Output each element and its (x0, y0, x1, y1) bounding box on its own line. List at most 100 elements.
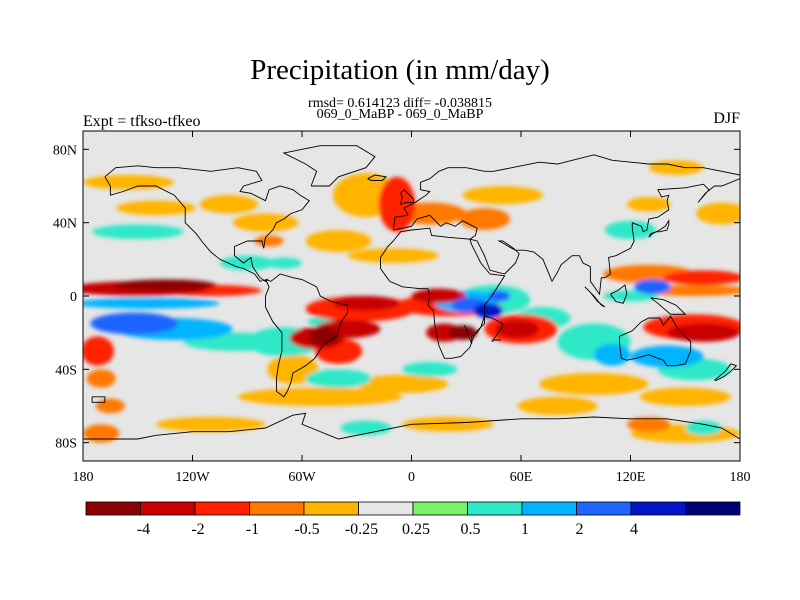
colorbar-label: 0.25 (402, 521, 430, 538)
colorbar-swatch (85, 501, 141, 516)
anomaly-region (95, 398, 125, 414)
anomaly-region (115, 200, 197, 216)
anomaly-region (305, 369, 372, 388)
anomaly-region (634, 279, 671, 295)
colorbar-label: 4 (630, 521, 638, 538)
anomaly-region (347, 248, 439, 263)
anomaly-region (462, 186, 543, 205)
colorbar-label: -4 (137, 521, 150, 538)
anomaly-region (626, 197, 671, 212)
anomaly-region (594, 343, 631, 366)
anomaly-region (473, 303, 503, 318)
colorbar-swatch (140, 501, 196, 516)
colorbar-swatch (467, 501, 523, 516)
anomaly-region (340, 420, 392, 436)
colorbar-swatch (249, 501, 305, 516)
anomaly-region (83, 297, 220, 309)
coastline (282, 145, 376, 187)
chart-stats-subtitle: rmsd= 0.614123 diff= -0.038815 (308, 96, 492, 111)
anomaly-region (696, 202, 740, 225)
coastline (619, 315, 692, 367)
x-tick-label: 120E (616, 470, 646, 485)
anomaly-region (402, 362, 458, 377)
anomaly-region (114, 279, 217, 291)
y-tick-label: 80S (55, 437, 77, 452)
x-tick-label: 120W (175, 470, 210, 485)
anomaly-region (83, 336, 115, 366)
coastline (367, 174, 387, 181)
anomaly-region (232, 213, 299, 232)
anomaly-region (238, 387, 403, 407)
anomaly-region (448, 325, 478, 340)
anomaly-region (305, 230, 372, 252)
colorbar-label: -0.5 (294, 521, 319, 538)
coastline (83, 412, 740, 440)
x-tick-label: 60W (288, 470, 316, 485)
colorbar-label: 1 (521, 521, 529, 538)
anomaly-region (254, 235, 284, 247)
anomaly-region (685, 420, 722, 436)
anomaly-region (667, 323, 740, 342)
y-tick-label: 0 (70, 290, 77, 305)
colorbar-swatch (303, 501, 359, 516)
y-tick-label: 40N (53, 217, 77, 232)
coastline (469, 178, 740, 296)
colorbar-swatch (412, 501, 468, 516)
coastline (265, 273, 349, 398)
coastline (584, 286, 606, 308)
anomaly-region (92, 224, 184, 240)
anomaly-region (458, 208, 511, 230)
chart-cases-subtitle: 069_0_MaBP - 069_0_MaBP (316, 107, 484, 122)
anomaly-region (265, 257, 302, 269)
anomaly-region (83, 175, 175, 190)
colorbar-swatch (194, 501, 250, 516)
anomaly-region (639, 387, 731, 407)
x-tick-label: 180 (730, 470, 751, 485)
y-tick-label: 40S (55, 363, 77, 378)
anomaly-region (663, 270, 740, 285)
y-tick-label: 80N (53, 143, 77, 158)
anomaly-region (219, 255, 275, 271)
coastline (648, 219, 670, 238)
anomaly-region (630, 345, 704, 368)
colorbar-label: -0.25 (345, 521, 378, 538)
anomaly-region (156, 417, 266, 432)
coastline (393, 214, 478, 240)
experiment-label: Expt = tfkso-tfkeo (83, 113, 201, 130)
anomaly-region (517, 396, 598, 416)
x-tick-label: 180 (73, 470, 94, 485)
anomaly-region (267, 354, 319, 385)
coastline (610, 284, 628, 304)
anomaly-region (86, 369, 116, 388)
colorbar-label: -1 (246, 521, 259, 538)
coastline (392, 154, 740, 231)
colorbar-swatch (358, 501, 414, 516)
anomaly-region (495, 319, 540, 339)
x-tick-label: 0 (408, 470, 415, 485)
season-label: DJF (713, 110, 740, 127)
colorbar-swatch (521, 501, 577, 516)
coastline (714, 363, 738, 381)
colorbar-label: 0.5 (461, 521, 481, 538)
colorbar-label: -2 (191, 521, 204, 538)
coastline (650, 297, 687, 315)
anomaly-region (356, 374, 448, 394)
anomaly-region (83, 424, 120, 443)
anomaly-region (411, 288, 467, 304)
anomaly-region (333, 296, 399, 311)
colorbar-label: 2 (576, 521, 584, 538)
anomaly-region (604, 220, 657, 240)
anomaly-region (90, 312, 178, 335)
anomaly-region (199, 195, 259, 214)
x-tick-label: 60E (510, 470, 533, 485)
coastline (463, 315, 504, 344)
anomaly-region (378, 176, 416, 232)
anomaly-region (402, 417, 494, 432)
colorbar-swatch (630, 501, 686, 516)
colorbar-swatch (576, 501, 632, 516)
coastline (400, 189, 414, 205)
anomaly-region (539, 373, 649, 395)
coastline (104, 165, 310, 282)
chart-title: Precipitation (in mm/day) (250, 54, 550, 86)
